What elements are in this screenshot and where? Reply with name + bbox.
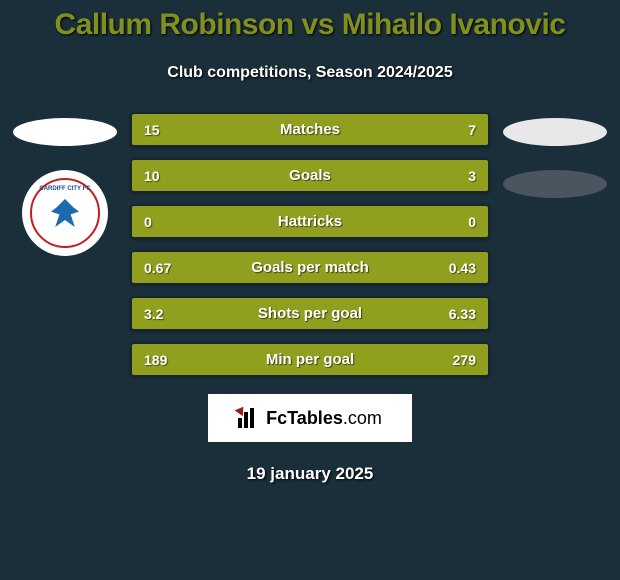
stat-row: 15Matches7 <box>130 112 490 147</box>
stats-column: 15Matches7 10Goals3 0Hattricks0 0.67Goals p… <box>122 112 498 388</box>
stat-value-right: 0.43 <box>449 260 476 276</box>
stat-label: Shots per goal <box>132 305 488 322</box>
date-label: 19 january 2025 <box>0 464 620 484</box>
branding-banner: FcTables.com <box>208 394 412 442</box>
comparison-card: Callum Robinson vs Mihailo Ivanovic Club… <box>0 0 620 484</box>
stat-row: 10Goals3 <box>130 158 490 193</box>
stat-row: 0.67Goals per match0.43 <box>130 250 490 285</box>
stat-value-right: 279 <box>453 352 476 368</box>
subtitle: Club competitions, Season 2024/2025 <box>0 64 620 82</box>
page-title: Callum Robinson vs Mihailo Ivanovic <box>0 8 620 42</box>
main-area: CARDIFF CITY FC 15Matches7 10Goals3 0Hattr… <box>0 112 620 388</box>
stat-value-right: 3 <box>468 168 476 184</box>
stat-label: Goals <box>132 167 488 184</box>
brand-text: FcTables.com <box>266 408 382 429</box>
stat-label: Min per goal <box>132 351 488 368</box>
stat-label: Hattricks <box>132 213 488 230</box>
club-badge-text: CARDIFF CITY FC <box>39 186 90 192</box>
stat-value-left: 10 <box>144 168 160 184</box>
placeholder-ellipse-left <box>13 118 117 146</box>
stat-value-left: 0 <box>144 214 152 230</box>
club-badge-inner: CARDIFF CITY FC <box>30 178 100 248</box>
stat-label: Matches <box>132 121 488 138</box>
stat-value-left: 15 <box>144 122 160 138</box>
stat-value-right: 6.33 <box>449 306 476 322</box>
placeholder-ellipse-right-2 <box>503 170 607 198</box>
stat-value-left: 0.67 <box>144 260 171 276</box>
brand-suffix: .com <box>343 408 382 428</box>
bars-chart-icon <box>238 408 260 428</box>
stat-label: Goals per match <box>132 259 488 276</box>
stat-row: 189Min per goal279 <box>130 342 490 377</box>
club-badge-left: CARDIFF CITY FC <box>22 170 108 256</box>
stat-value-left: 189 <box>144 352 167 368</box>
placeholder-ellipse-right-1 <box>503 118 607 146</box>
stat-row: 3.2Shots per goal6.33 <box>130 296 490 331</box>
bluebird-icon <box>51 199 79 227</box>
stat-value-left: 3.2 <box>144 306 163 322</box>
left-player-column: CARDIFF CITY FC <box>8 112 122 388</box>
brand-name: FcTables <box>266 408 343 428</box>
stat-row: 0Hattricks0 <box>130 204 490 239</box>
right-player-column <box>498 112 612 388</box>
stat-value-right: 0 <box>468 214 476 230</box>
stat-value-right: 7 <box>468 122 476 138</box>
arrow-icon <box>235 404 248 416</box>
